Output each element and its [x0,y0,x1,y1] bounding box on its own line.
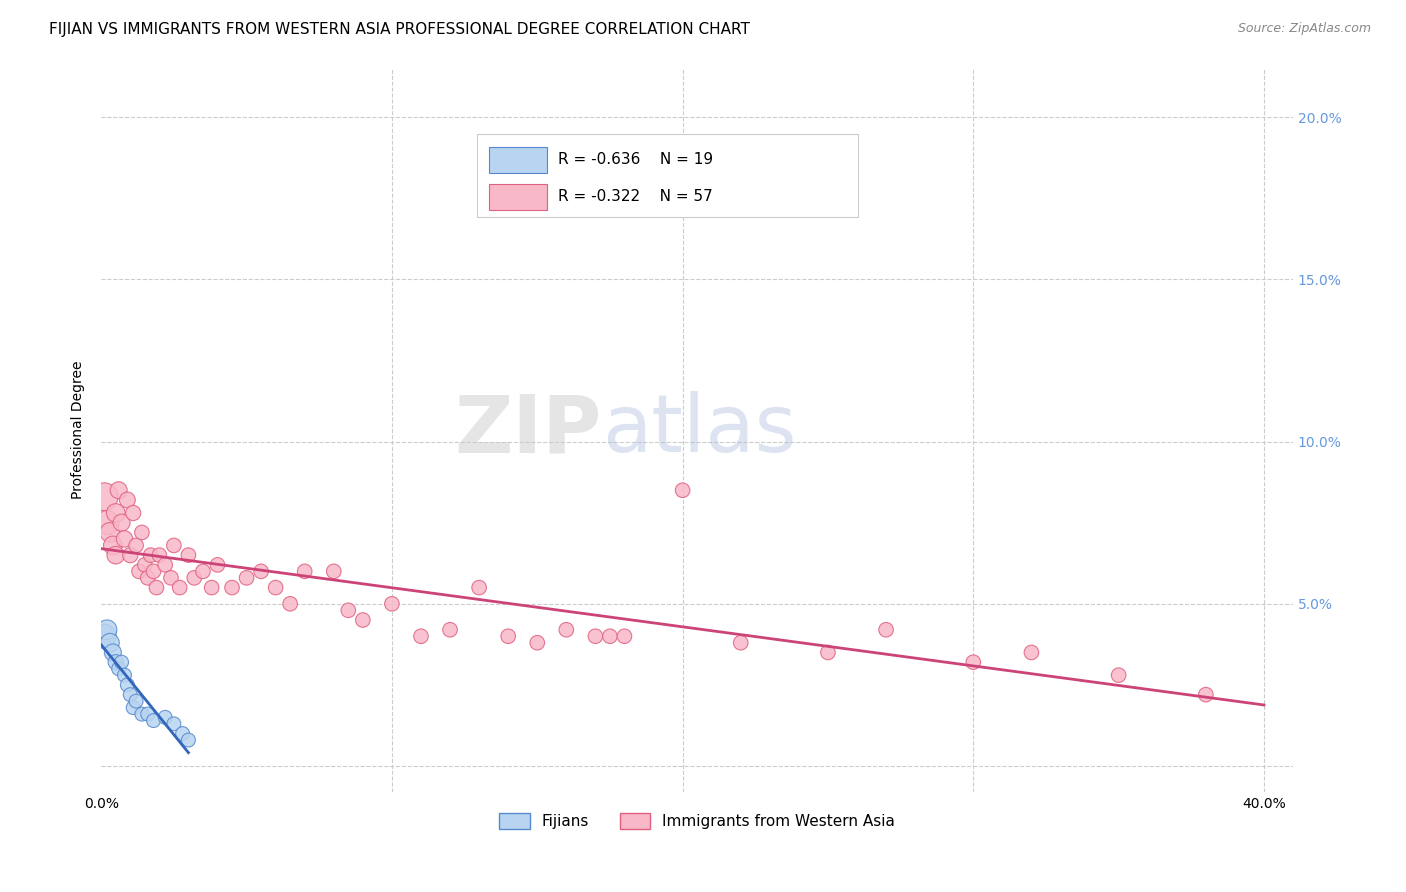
Point [98,525,121,540]
Point [153,558,176,572]
Point [468,581,491,595]
Point [122,700,145,714]
Point [101,538,124,552]
Point [120,688,142,702]
Point [1021,645,1043,659]
Point [613,629,636,643]
Point [583,629,606,643]
Point [104,655,127,669]
Point [93,490,115,504]
Point [131,525,153,540]
Text: ZIP: ZIP [454,392,602,469]
Point [148,548,170,562]
Point [134,558,156,572]
Text: R = -0.636    N = 19: R = -0.636 N = 19 [558,152,713,167]
Point [122,506,145,520]
Point [599,629,621,643]
Point [125,694,148,708]
Point [163,538,186,552]
Point [136,707,159,722]
Point [730,636,752,650]
Point [104,548,127,562]
Point [1108,668,1130,682]
Point [207,558,229,572]
Point [278,597,301,611]
Point [352,613,374,627]
Point [131,707,153,722]
Legend: Fijians, Immigrants from Western Asia: Fijians, Immigrants from Western Asia [494,806,901,835]
FancyBboxPatch shape [488,185,547,211]
Point [93,629,115,643]
Point [1195,688,1218,702]
Point [555,623,578,637]
Point [177,733,200,747]
Point [145,581,167,595]
Point [221,581,243,595]
Point [183,571,205,585]
Point [110,655,132,669]
Point [110,516,132,530]
Point [160,571,183,585]
Point [322,565,344,579]
Point [142,714,165,728]
Point [201,581,224,595]
Point [114,668,136,682]
FancyBboxPatch shape [477,134,858,217]
Point [294,565,316,579]
Point [337,603,360,617]
Point [96,623,118,637]
Point [962,655,984,669]
Point [817,645,839,659]
Point [264,581,287,595]
Point [526,636,548,650]
Text: R = -0.322    N = 57: R = -0.322 N = 57 [558,189,713,204]
Point [136,571,159,585]
Point [117,493,139,508]
Point [142,565,165,579]
Point [117,678,139,692]
Point [107,483,129,498]
Y-axis label: Professional Degree: Professional Degree [72,361,86,500]
Point [153,710,176,724]
Point [671,483,693,498]
Point [120,548,142,562]
Text: atlas: atlas [602,392,796,469]
Text: Source: ZipAtlas.com: Source: ZipAtlas.com [1237,22,1371,36]
Point [409,629,432,643]
Point [101,645,124,659]
Point [114,532,136,546]
Point [139,548,162,562]
Point [163,716,186,731]
Point [177,548,200,562]
Point [439,623,461,637]
Point [191,565,214,579]
Point [172,726,194,740]
Point [128,565,150,579]
Point [381,597,404,611]
Point [98,636,121,650]
Point [125,538,148,552]
Point [104,506,127,520]
Point [235,571,257,585]
Point [496,629,519,643]
Point [107,662,129,676]
Point [875,623,897,637]
FancyBboxPatch shape [488,147,547,173]
Point [96,516,118,530]
Point [169,581,191,595]
Text: FIJIAN VS IMMIGRANTS FROM WESTERN ASIA PROFESSIONAL DEGREE CORRELATION CHART: FIJIAN VS IMMIGRANTS FROM WESTERN ASIA P… [49,22,749,37]
Point [250,565,273,579]
